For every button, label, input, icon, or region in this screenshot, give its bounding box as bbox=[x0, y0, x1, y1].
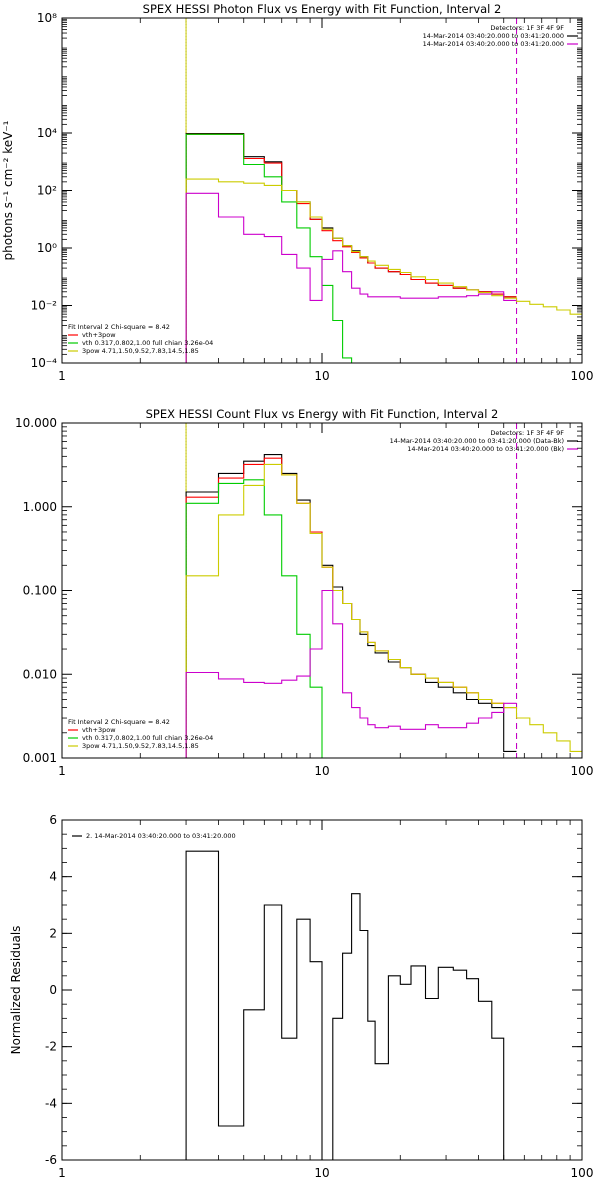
panel-1: SPEX HESSI Photon Flux vs Energy with Fi… bbox=[1, 2, 593, 383]
y-tick-label: 2 bbox=[49, 926, 57, 940]
legend-bottom-left-text: 3pow 4.71,1.50,9.52,7.83,14.5,1.85 bbox=[82, 347, 199, 355]
chart-title: SPEX HESSI Count Flux vs Energy with Fit… bbox=[146, 407, 499, 421]
plot-frame bbox=[61, 819, 583, 1161]
y-tick-label: 0.001 bbox=[23, 751, 57, 765]
legend-bottom-left-text: vth+3pow bbox=[82, 726, 116, 734]
panel-3: Normalized Residuals -6 -4 -2 0 2 4 6 1 10 100 2. 1… bbox=[9, 813, 593, 1180]
plot-area bbox=[185, 18, 582, 363]
x-tick-label: 100 bbox=[571, 764, 594, 778]
y-axis-label: photons s⁻¹ cm⁻² keV⁻¹ bbox=[1, 120, 15, 260]
legend-top-right-text: Detectors: 1F 3F 4F 9F bbox=[490, 24, 564, 32]
plot-frame bbox=[61, 422, 583, 759]
y-tick-label: 0.100 bbox=[23, 584, 57, 598]
series-1-line bbox=[185, 850, 517, 1160]
x-tick-label: 1 bbox=[58, 1166, 66, 1180]
plot-frame bbox=[61, 17, 583, 364]
legend-top-right-text: 14-Mar-2014 03:40:20.000 to 03:41:20.000 bbox=[423, 32, 564, 40]
series-3-line bbox=[185, 133, 517, 363]
y-tick-label: 4 bbox=[49, 870, 57, 884]
y-tick-label: 10² bbox=[37, 184, 57, 198]
series-3-line bbox=[185, 479, 517, 758]
legend-bottom-left-text: vth 0.317,0.802,1.00 full chian 3.26e-04 bbox=[82, 339, 213, 347]
series-5-line bbox=[185, 192, 517, 363]
legend-top-right-text: 14-Mar-2014 03:40:20.000 to 03:41:20.000… bbox=[407, 445, 564, 453]
legend-top-left-text: 2. 14-Mar-2014 03:40:20.000 to 03:41:20.… bbox=[86, 832, 236, 840]
x-tick-label: 10 bbox=[314, 369, 329, 383]
y-tick-label: 10⁻² bbox=[31, 299, 58, 313]
y-tick-label: 0.010 bbox=[23, 667, 57, 681]
plot-area bbox=[185, 423, 582, 758]
y-tick-label: 1.000 bbox=[23, 500, 57, 514]
y-tick-label: -6 bbox=[45, 1153, 57, 1167]
y-tick-label: 10⁰ bbox=[37, 241, 57, 255]
y-tick-label: 0 bbox=[49, 983, 57, 997]
chart-title: SPEX HESSI Photon Flux vs Energy with Fi… bbox=[143, 2, 502, 16]
y-tick-label: 10⁻⁴ bbox=[31, 356, 58, 370]
x-tick-label: 10 bbox=[314, 764, 329, 778]
legend-bottom-left-text: vth+3pow bbox=[82, 331, 116, 339]
x-tick-label: 1 bbox=[58, 764, 66, 778]
legend-bottom-left-text: 3pow 4.71,1.50,9.52,7.83,14.5,1.85 bbox=[82, 742, 199, 750]
x-tick-label: 10 bbox=[314, 1166, 329, 1180]
legend-top-right-text: 14-Mar-2014 03:40:20.000 to 03:41:20.000 bbox=[423, 40, 564, 48]
legend-top-right-text: 14-Mar-2014 03:40:20.000 to 03:41:20.000… bbox=[390, 437, 564, 445]
x-tick-label: 100 bbox=[571, 369, 594, 383]
panel-2: SPEX HESSI Count Flux vs Energy with Fit… bbox=[15, 407, 593, 778]
y-tick-label: 10.000 bbox=[15, 416, 57, 430]
y-tick-label: 10⁸ bbox=[37, 11, 57, 25]
x-tick-label: 1 bbox=[58, 369, 66, 383]
y-tick-label: 6 bbox=[49, 813, 57, 827]
y-tick-label: 10⁴ bbox=[37, 126, 57, 140]
series-5-line bbox=[185, 589, 517, 758]
series-4-line bbox=[185, 463, 582, 758]
plot-area bbox=[185, 850, 517, 1160]
legend-bottom-left-text: Fit Interval 2 Chi-square = 8.42 bbox=[68, 718, 170, 726]
y-axis-label: Normalized Residuals bbox=[9, 926, 23, 1055]
legend-bottom-left-text: vth 0.317,0.802,1.00 full chian 3.26e-04 bbox=[82, 734, 213, 742]
legend-bottom-left-text: Fit Interval 2 Chi-square = 8.42 bbox=[68, 323, 170, 331]
legend-top-right-text: Detectors: 1F 3F 4F 9F bbox=[490, 429, 564, 437]
y-tick-label: -2 bbox=[45, 1040, 57, 1054]
series-4-line bbox=[185, 178, 582, 363]
y-tick-label: -4 bbox=[45, 1096, 57, 1110]
x-tick-label: 100 bbox=[571, 1166, 594, 1180]
